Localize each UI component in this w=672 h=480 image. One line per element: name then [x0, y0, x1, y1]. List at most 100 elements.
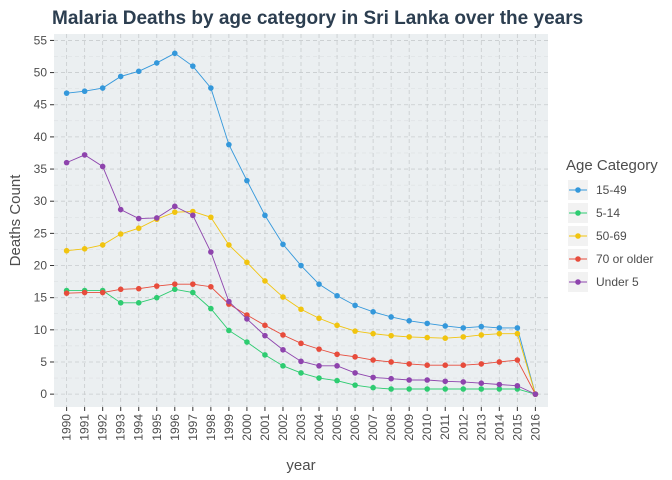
- data-point: [334, 377, 340, 384]
- data-point: [153, 60, 160, 66]
- data-point: [370, 357, 376, 363]
- x-tick-label: 1994: [132, 414, 146, 441]
- legend-key-point: [575, 187, 581, 193]
- data-point: [262, 332, 268, 339]
- x-tick-label: 2008: [384, 414, 398, 441]
- legend-title: Age Category: [566, 157, 658, 174]
- data-point: [262, 212, 268, 219]
- data-point: [171, 50, 178, 57]
- data-point: [388, 359, 394, 365]
- y-tick-label: 10: [34, 323, 48, 337]
- data-point: [388, 375, 394, 382]
- legend-key-point: [575, 256, 581, 262]
- series-70-or-older: [63, 281, 539, 397]
- data-point: [226, 141, 232, 148]
- x-axis: 1990 1991 1992 1993 1994 1995 1996 1997 1998 1999…: [60, 407, 542, 441]
- data-point: [280, 332, 286, 338]
- x-tick-label: 1998: [204, 414, 218, 441]
- x-tick-label: 2006: [348, 414, 362, 441]
- data-point: [135, 300, 142, 306]
- legend-item: 70 or older: [568, 249, 653, 269]
- data-point: [208, 85, 214, 91]
- x-tick-label: 2001: [258, 414, 272, 441]
- data-point: [442, 378, 449, 385]
- data-point: [316, 375, 322, 381]
- data-point: [63, 159, 70, 166]
- legend-label: 5-14: [596, 206, 620, 220]
- x-tick-label: 1990: [60, 414, 74, 441]
- data-point: [388, 386, 394, 392]
- x-tick-label: 2000: [240, 414, 254, 441]
- data-point: [316, 281, 322, 287]
- x-tick-label: 1997: [186, 414, 200, 441]
- data-point: [514, 330, 521, 337]
- data-point: [406, 361, 412, 367]
- data-point: [171, 203, 178, 210]
- y-tick-label: 45: [34, 98, 48, 112]
- data-point: [208, 214, 214, 221]
- x-tick-label: 1992: [96, 414, 110, 441]
- data-point: [514, 382, 521, 389]
- data-point: [496, 386, 503, 392]
- data-point: [81, 88, 88, 95]
- series-50-69: [63, 208, 539, 397]
- data-point: [496, 330, 503, 337]
- data-point: [262, 322, 268, 329]
- data-point: [424, 320, 431, 327]
- data-point: [280, 241, 286, 248]
- data-point: [442, 386, 449, 392]
- data-point: [81, 152, 88, 158]
- data-point: [352, 370, 358, 376]
- x-tick-label: 1999: [222, 414, 236, 441]
- y-tick-label: 0: [40, 387, 47, 401]
- data-point: [334, 322, 340, 329]
- y-tick-label: 30: [34, 194, 48, 208]
- data-point: [532, 391, 539, 397]
- x-tick-label: 2015: [510, 414, 524, 441]
- data-point: [171, 286, 178, 293]
- y-tick-label: 15: [34, 291, 48, 305]
- legend-label: 15-49: [596, 183, 627, 197]
- x-tick-label: 2016: [528, 414, 542, 441]
- x-tick-label: 2004: [312, 414, 326, 441]
- legend: Age Category 15-49 5-14 50-69 70 or older Un…: [566, 157, 658, 292]
- legend-item: 50-69: [568, 226, 627, 246]
- data-point: [442, 335, 449, 341]
- data-point: [514, 325, 521, 331]
- data-point: [478, 380, 485, 387]
- data-point: [135, 68, 142, 75]
- legend-label: Under 5: [596, 275, 639, 289]
- y-tick-label: 40: [34, 130, 48, 144]
- data-point: [424, 362, 431, 368]
- data-point: [370, 309, 376, 315]
- x-tick-label: 2013: [474, 414, 488, 441]
- legend-item: 15-49: [568, 180, 627, 200]
- data-point: [117, 231, 124, 237]
- data-point: [226, 298, 232, 305]
- y-tick-label: 50: [34, 66, 48, 80]
- data-point: [388, 332, 394, 339]
- x-tick-label: 1991: [78, 414, 92, 441]
- x-tick-label: 2009: [402, 414, 416, 441]
- data-point: [442, 362, 449, 368]
- x-tick-label: 2012: [456, 414, 470, 441]
- data-point: [460, 379, 467, 385]
- x-tick-label: 1995: [150, 414, 164, 441]
- data-point: [153, 283, 160, 289]
- x-tick-label: 2014: [492, 414, 506, 441]
- data-point: [460, 325, 467, 331]
- y-tick-label: 5: [40, 355, 47, 369]
- data-point: [460, 386, 467, 392]
- data-point: [514, 357, 521, 363]
- legend-key-point: [575, 279, 581, 285]
- data-point: [81, 245, 88, 252]
- data-point: [352, 354, 358, 360]
- x-tick-label: 2005: [330, 414, 344, 441]
- data-point: [352, 328, 358, 334]
- data-point: [352, 382, 358, 388]
- y-tick-label: 55: [34, 33, 48, 47]
- data-point: [388, 314, 394, 320]
- data-point: [226, 327, 232, 334]
- data-point: [208, 283, 214, 290]
